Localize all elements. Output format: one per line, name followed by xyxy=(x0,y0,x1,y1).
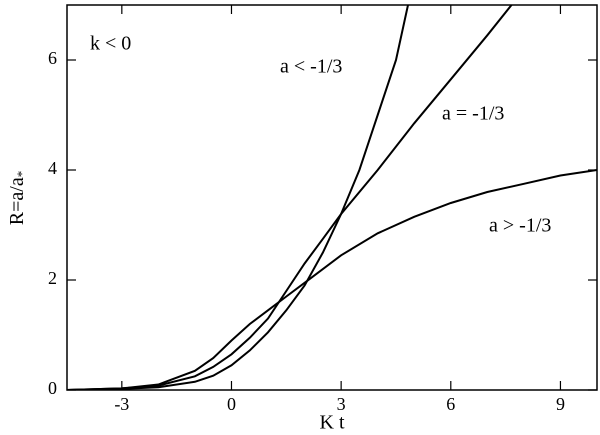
x-tick-label: 6 xyxy=(446,394,455,414)
y-tick-label: 0 xyxy=(48,378,57,398)
x-tick-label: 9 xyxy=(556,394,565,414)
plot-frame xyxy=(66,4,598,391)
annotation: a = -1/3 xyxy=(442,103,504,125)
y-axis-label: R=a/a* xyxy=(6,171,29,225)
curve xyxy=(67,5,513,390)
y-label-subscript: * xyxy=(14,171,29,178)
annotation: k < 0 xyxy=(90,33,131,55)
y-tick-label: 2 xyxy=(48,268,57,288)
x-axis-label: K t xyxy=(320,412,345,434)
y-tick-label: 6 xyxy=(48,48,57,68)
annotation: a > -1/3 xyxy=(489,215,551,237)
y-label-main: R=a/a xyxy=(6,177,28,225)
x-tick-label: -3 xyxy=(114,394,129,414)
curve xyxy=(67,5,409,390)
annotation: a < -1/3 xyxy=(280,56,342,78)
x-tick-label: 3 xyxy=(337,394,346,414)
curve xyxy=(67,169,597,390)
x-tick-label: 0 xyxy=(227,394,236,414)
y-tick-label: 4 xyxy=(48,158,57,178)
